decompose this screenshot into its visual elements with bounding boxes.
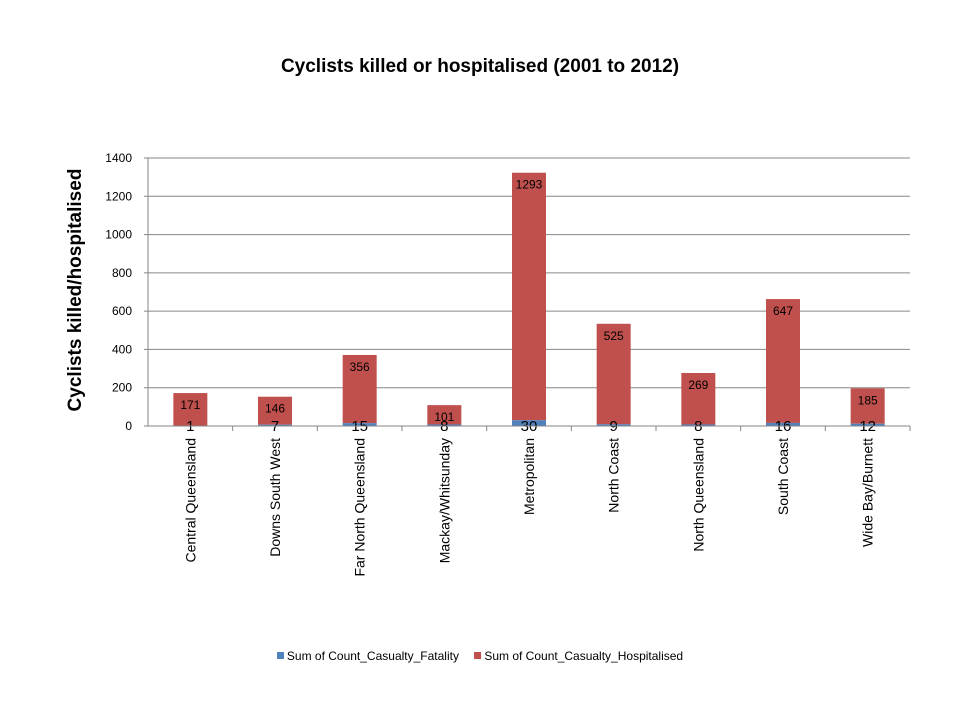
bar-fatality [342, 423, 377, 426]
x-tick-label: Central Queensland [182, 438, 198, 563]
data-label-hospitalised: 356 [350, 360, 370, 374]
y-tick-label: 0 [125, 419, 132, 433]
y-axis-label: Cyclists killed/hospitalised [65, 168, 86, 412]
x-tick-label: North Coast [606, 438, 622, 513]
bar-fatality [512, 420, 546, 426]
legend-item-fatality: Sum of Count_Casualty_Fatality [276, 648, 459, 663]
x-tick-label: Far North Queensland [352, 438, 368, 577]
data-label-hospitalised: 1293 [516, 178, 543, 192]
y-tick-label: 200 [112, 381, 132, 395]
y-tick-label: 400 [112, 342, 132, 356]
bar-hospitalised [766, 299, 800, 423]
bar-fatality [766, 422, 800, 426]
y-tick-label: 1200 [105, 189, 132, 203]
x-tick-label: Wide Bay/Burnett [860, 438, 876, 547]
data-label-hospitalised: 101 [434, 410, 454, 424]
bar-hospitalised [850, 388, 885, 424]
bar-hospitalised [258, 396, 292, 425]
data-label-hospitalised: 269 [688, 378, 708, 392]
x-tick-label: Downs South West [267, 438, 283, 557]
bar-hospitalised [427, 405, 462, 425]
chart-title: Cyclists killed or hospitalised (2001 to… [280, 56, 680, 77]
data-label-hospitalised: 525 [604, 329, 624, 343]
legend: Sum of Count_Casualty_Fatality Sum of Co… [0, 648, 960, 663]
bar-hospitalised [596, 323, 631, 425]
legend-label-hospitalised: Sum of Count_Casualty_Hospitalised [484, 648, 684, 663]
bar-hospitalised [173, 393, 208, 426]
bar-fatality [850, 423, 885, 426]
x-tick-label: Mackay/Whitsunday [436, 438, 452, 563]
legend-swatch-fatality [276, 652, 284, 659]
data-label-hospitalised: 185 [858, 393, 878, 407]
legend-label-fatality: Sum of Count_Casualty_Fatality [286, 648, 459, 663]
data-label-hospitalised: 146 [265, 402, 285, 416]
bar-hospitalised [342, 354, 377, 424]
y-tick-label: 1400 [105, 151, 132, 165]
data-label-hospitalised: 171 [180, 398, 200, 412]
bar-hospitalised [681, 372, 716, 425]
x-tick-label: South Coast [775, 438, 791, 515]
legend-swatch-hospitalised [474, 652, 482, 659]
bar-fatality [427, 424, 462, 426]
bar-fatality [596, 424, 631, 426]
bar-hospitalised [512, 172, 546, 421]
y-tick-label: 600 [112, 304, 132, 318]
x-tick-label: Metropolitan [521, 438, 537, 515]
bar-fatality [681, 424, 716, 426]
x-tick-label: North Queensland [690, 438, 706, 552]
y-tick-label: 800 [112, 266, 132, 280]
bar-fatality [258, 424, 292, 426]
data-label-hospitalised: 647 [773, 304, 793, 318]
legend-item-hospitalised: Sum of Count_Casualty_Hospitalised [474, 649, 683, 663]
y-tick-label: 1000 [105, 228, 132, 242]
